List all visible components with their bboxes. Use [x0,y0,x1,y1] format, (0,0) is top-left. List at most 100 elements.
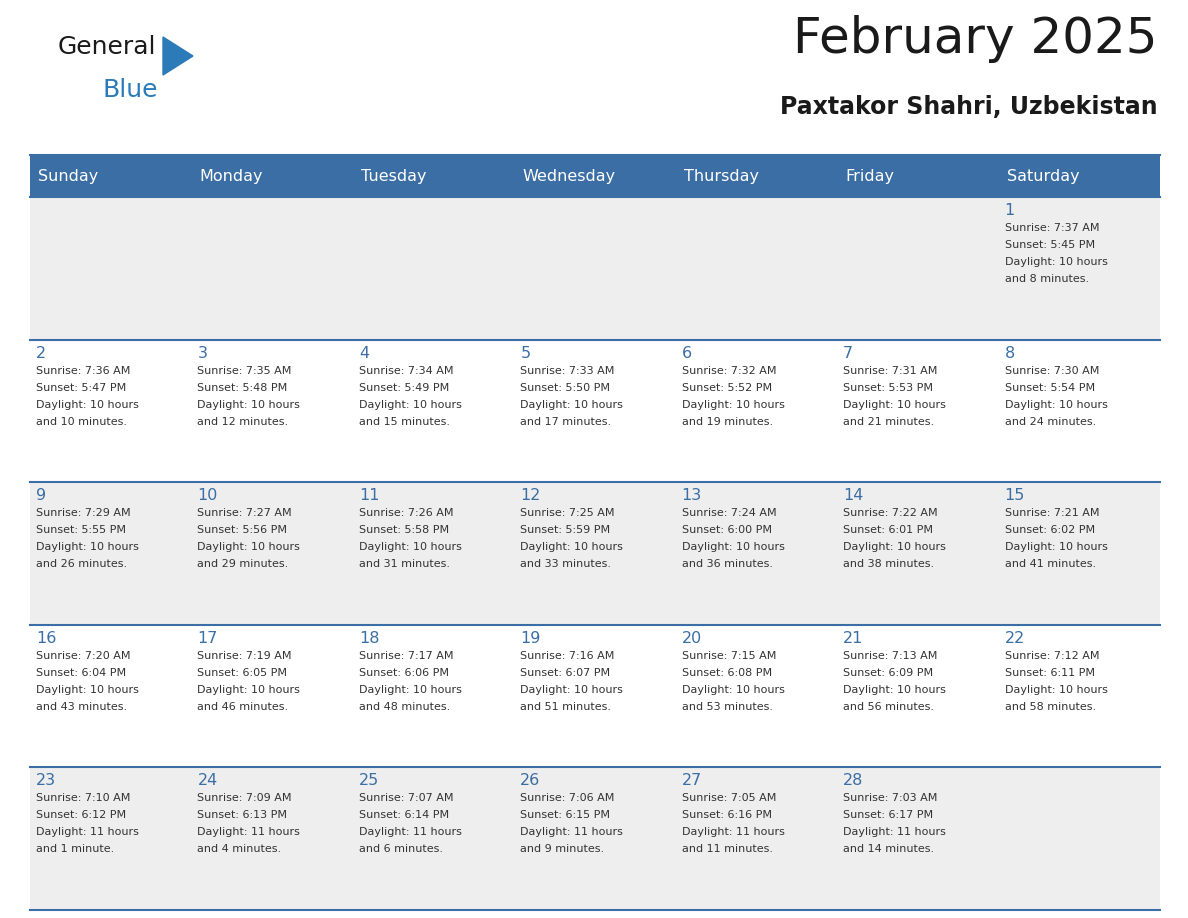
Text: Sunrise: 7:27 AM: Sunrise: 7:27 AM [197,509,292,518]
Text: Monday: Monday [200,169,263,184]
Text: and 21 minutes.: and 21 minutes. [843,417,934,427]
Text: Sunrise: 7:13 AM: Sunrise: 7:13 AM [843,651,937,661]
Text: Daylight: 10 hours: Daylight: 10 hours [197,399,301,409]
Text: Sunrise: 7:35 AM: Sunrise: 7:35 AM [197,365,292,375]
Text: Sunset: 6:08 PM: Sunset: 6:08 PM [682,667,772,677]
Text: Sunset: 6:14 PM: Sunset: 6:14 PM [359,811,449,821]
Text: Daylight: 11 hours: Daylight: 11 hours [197,827,301,837]
Text: Sunset: 5:48 PM: Sunset: 5:48 PM [197,383,287,393]
Text: Daylight: 10 hours: Daylight: 10 hours [843,543,946,553]
Text: Daylight: 10 hours: Daylight: 10 hours [843,685,946,695]
Text: Sunrise: 7:26 AM: Sunrise: 7:26 AM [359,509,454,518]
Text: Daylight: 11 hours: Daylight: 11 hours [36,827,139,837]
Text: Tuesday: Tuesday [361,169,426,184]
Text: Daylight: 11 hours: Daylight: 11 hours [520,827,624,837]
Text: Daylight: 10 hours: Daylight: 10 hours [520,543,624,553]
Text: 7: 7 [843,345,853,361]
Text: Sunset: 6:13 PM: Sunset: 6:13 PM [197,811,287,821]
Text: 16: 16 [36,631,56,645]
Bar [30,482,1159,625]
Text: Sunset: 6:06 PM: Sunset: 6:06 PM [359,667,449,677]
Text: and 56 minutes.: and 56 minutes. [843,701,934,711]
Text: 23: 23 [36,773,56,789]
Text: 19: 19 [520,631,541,645]
Text: Sunrise: 7:19 AM: Sunrise: 7:19 AM [197,651,292,661]
Text: 3: 3 [197,345,208,361]
Text: Daylight: 10 hours: Daylight: 10 hours [1005,543,1107,553]
Text: Daylight: 10 hours: Daylight: 10 hours [359,399,462,409]
Text: Sunday: Sunday [38,169,99,184]
Text: 18: 18 [359,631,379,645]
Text: and 12 minutes.: and 12 minutes. [197,417,289,427]
Text: Sunrise: 7:30 AM: Sunrise: 7:30 AM [1005,365,1099,375]
Text: and 51 minutes.: and 51 minutes. [520,701,612,711]
Text: 1: 1 [1005,203,1015,218]
Text: Daylight: 10 hours: Daylight: 10 hours [359,685,462,695]
Text: 4: 4 [359,345,369,361]
Text: Daylight: 10 hours: Daylight: 10 hours [843,399,946,409]
Text: 20: 20 [682,631,702,645]
Text: and 14 minutes.: and 14 minutes. [843,845,934,855]
Text: Sunset: 5:50 PM: Sunset: 5:50 PM [520,383,611,393]
Text: Sunrise: 7:21 AM: Sunrise: 7:21 AM [1005,509,1099,518]
Text: Sunset: 5:58 PM: Sunset: 5:58 PM [359,525,449,535]
Text: Daylight: 10 hours: Daylight: 10 hours [197,543,301,553]
Text: Sunset: 6:04 PM: Sunset: 6:04 PM [36,667,126,677]
Text: and 36 minutes.: and 36 minutes. [682,559,772,569]
Text: Sunset: 6:15 PM: Sunset: 6:15 PM [520,811,611,821]
Text: Daylight: 10 hours: Daylight: 10 hours [682,543,784,553]
Text: Daylight: 10 hours: Daylight: 10 hours [1005,399,1107,409]
Text: Daylight: 10 hours: Daylight: 10 hours [520,685,624,695]
Text: Sunset: 5:49 PM: Sunset: 5:49 PM [359,383,449,393]
Text: and 10 minutes.: and 10 minutes. [36,417,127,427]
Text: and 26 minutes.: and 26 minutes. [36,559,127,569]
Text: and 4 minutes.: and 4 minutes. [197,845,282,855]
Text: Sunset: 6:00 PM: Sunset: 6:00 PM [682,525,772,535]
Text: Sunset: 6:16 PM: Sunset: 6:16 PM [682,811,772,821]
Text: 6: 6 [682,345,691,361]
Text: 17: 17 [197,631,217,645]
Text: Sunset: 5:47 PM: Sunset: 5:47 PM [36,383,126,393]
Text: Paxtakor Shahri, Uzbekistan: Paxtakor Shahri, Uzbekistan [781,95,1158,119]
Text: Daylight: 11 hours: Daylight: 11 hours [843,827,946,837]
Text: Sunset: 5:53 PM: Sunset: 5:53 PM [843,383,933,393]
Text: and 38 minutes.: and 38 minutes. [843,559,934,569]
Text: Sunrise: 7:03 AM: Sunrise: 7:03 AM [843,793,937,803]
Text: and 58 minutes.: and 58 minutes. [1005,701,1095,711]
Bar [30,340,1159,482]
Text: and 15 minutes.: and 15 minutes. [359,417,450,427]
Text: Sunset: 6:12 PM: Sunset: 6:12 PM [36,811,126,821]
Text: Sunrise: 7:20 AM: Sunrise: 7:20 AM [36,651,131,661]
Text: Sunrise: 7:25 AM: Sunrise: 7:25 AM [520,509,614,518]
Text: and 31 minutes.: and 31 minutes. [359,559,450,569]
Text: 13: 13 [682,488,702,503]
Text: 26: 26 [520,773,541,789]
Text: Sunrise: 7:09 AM: Sunrise: 7:09 AM [197,793,292,803]
Text: Daylight: 10 hours: Daylight: 10 hours [36,685,139,695]
Text: Sunrise: 7:36 AM: Sunrise: 7:36 AM [36,365,131,375]
Text: General: General [58,35,157,59]
Text: and 53 minutes.: and 53 minutes. [682,701,772,711]
Text: Friday: Friday [845,169,895,184]
Text: Daylight: 10 hours: Daylight: 10 hours [682,685,784,695]
Text: Sunrise: 7:17 AM: Sunrise: 7:17 AM [359,651,454,661]
Text: Wednesday: Wednesday [523,169,615,184]
Text: Sunset: 6:07 PM: Sunset: 6:07 PM [520,667,611,677]
Text: 10: 10 [197,488,217,503]
Text: Sunrise: 7:05 AM: Sunrise: 7:05 AM [682,793,776,803]
Text: 14: 14 [843,488,864,503]
Text: Sunrise: 7:37 AM: Sunrise: 7:37 AM [1005,223,1099,233]
Text: and 43 minutes.: and 43 minutes. [36,701,127,711]
Text: 28: 28 [843,773,864,789]
Text: 27: 27 [682,773,702,789]
Text: 22: 22 [1005,631,1025,645]
Text: Daylight: 10 hours: Daylight: 10 hours [359,543,462,553]
Bar [30,767,1159,910]
Text: Sunrise: 7:06 AM: Sunrise: 7:06 AM [520,793,614,803]
Text: Sunset: 5:59 PM: Sunset: 5:59 PM [520,525,611,535]
Text: and 17 minutes.: and 17 minutes. [520,417,612,427]
Text: 12: 12 [520,488,541,503]
Text: Daylight: 10 hours: Daylight: 10 hours [197,685,301,695]
Text: 25: 25 [359,773,379,789]
Text: 21: 21 [843,631,864,645]
